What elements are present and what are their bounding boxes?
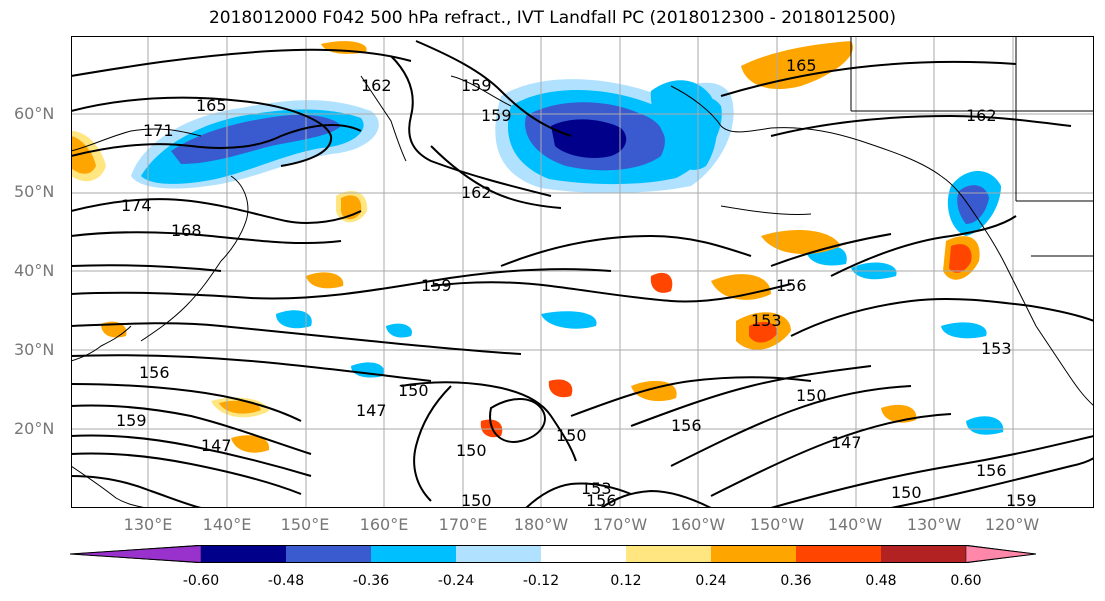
contour-label: 156: [776, 276, 807, 295]
colorbar-segment: [70, 545, 202, 563]
colorbar-tick-label: 0.12: [610, 573, 642, 589]
contour-label: 159: [481, 106, 512, 125]
contour-label: 159: [116, 411, 147, 430]
colorbar-segment: [541, 545, 626, 563]
contour-label: 150: [398, 381, 429, 400]
colorbar-tick-label: -0.12: [522, 573, 560, 589]
lon-label-160w: 160°W: [670, 515, 726, 534]
contour-label: 156: [976, 461, 1007, 480]
pos-patch-mid-6: [306, 272, 344, 289]
pos-patch-ne-3b: [749, 321, 778, 343]
contour-label: 150: [891, 483, 922, 502]
pos-patch-ne-2: [711, 274, 771, 300]
contour-label: 159: [461, 76, 492, 95]
lon-label-180w: 180°W: [513, 515, 569, 534]
lon-label-170e: 170°E: [438, 515, 488, 534]
lon-label-150e: 150°E: [280, 515, 330, 534]
contour-label: 153: [981, 339, 1012, 358]
pos-patch-central-3: [650, 272, 673, 293]
contour-label: 159: [421, 276, 452, 295]
pos-patch-central-5: [548, 379, 573, 398]
colorbar-segment: [286, 545, 371, 563]
neg-patch-mid-2: [541, 311, 597, 329]
colorbar-tick-label: 0.36: [780, 573, 812, 589]
pos-patch-beringnorth: [741, 41, 853, 90]
contour-label: 153: [751, 311, 782, 330]
colorbar-segment: [456, 545, 541, 563]
lon-label-130e: 130°E: [123, 515, 173, 534]
lon-label-130w: 130°W: [906, 515, 962, 534]
neg-patch-mid-6: [966, 416, 1004, 435]
pos-patch-sw-1b: [219, 400, 261, 414]
neg-patch-bering-max: [551, 119, 627, 158]
neg-patch-kamchatka-strong: [171, 114, 341, 164]
pos-patch-sw-2: [231, 435, 270, 453]
map-panel: 165 171 174 168 162 159 159 162 165 162 …: [71, 36, 1094, 508]
colorbar-tick-label: -0.48: [267, 573, 305, 589]
contour-label: 162: [966, 106, 997, 125]
colorbar-segment: [711, 545, 796, 563]
contour-label: 156: [139, 363, 170, 382]
contour-label: 171: [143, 121, 174, 140]
contour-labels: 165 171 174 168 162 159 159 162 165 162 …: [116, 56, 1037, 508]
contour-label: 147: [831, 433, 862, 452]
contour-label: 162: [461, 183, 492, 202]
contour-label: 159: [1006, 491, 1037, 508]
contour-label: 162: [361, 76, 392, 95]
contour-label: 150: [556, 426, 587, 445]
contour-label: 150: [796, 386, 827, 405]
lat-label-30n: 30°N: [14, 340, 55, 359]
map-title: 2018012000 F042 500 hPa refract., IVT La…: [208, 8, 896, 28]
colorbar-tick-label: -0.24: [437, 573, 475, 589]
colorbar-segment: [796, 545, 881, 563]
neg-patch-mid-7: [941, 322, 987, 339]
neg-patch-alaska: [650, 80, 718, 170]
lat-label-20n: 20°N: [14, 419, 55, 438]
colorbar-segment: [371, 545, 456, 563]
lat-label-50n: 50°N: [14, 182, 55, 201]
contour-label: 165: [196, 96, 227, 115]
colorbar-segment: [626, 545, 711, 563]
lon-label-170w: 170°W: [592, 515, 648, 534]
lon-label-120w: 120°W: [984, 515, 1040, 534]
lon-label-150w: 150°W: [749, 515, 805, 534]
contour-label: 147: [201, 436, 232, 455]
colorbar-tick-label: 0.48: [865, 573, 897, 589]
lat-label-60n: 60°N: [14, 104, 55, 123]
colorbar-tick-label: -0.36: [352, 573, 390, 589]
neg-patch-westcoast-strong: [957, 185, 989, 224]
contour-label: 165: [786, 56, 817, 75]
colorbar-segment: [965, 545, 1036, 563]
colorbar-segment: [881, 545, 966, 563]
map-frame: [71, 36, 1094, 508]
pos-patch-ne-1: [761, 230, 841, 255]
height-contours: [71, 40, 1094, 508]
lon-label-160e: 160°E: [359, 515, 409, 534]
colorbar-tick-label: -0.60: [182, 573, 220, 589]
contour-label: 156: [671, 416, 702, 435]
contour-label: 156: [586, 491, 617, 508]
graticule: [71, 36, 1094, 508]
contour-label: 174: [121, 196, 152, 215]
contour-label: 168: [171, 221, 202, 240]
pos-patch-ne-4b: [949, 244, 972, 273]
colorbar-tick-label: 0.24: [695, 573, 727, 589]
coastlines: [71, 36, 1094, 508]
lon-label-140w: 140°W: [827, 515, 883, 534]
lon-label-140e: 140°E: [202, 515, 252, 534]
colorbar-tick-label: 0.60: [950, 573, 982, 589]
neg-patch-mid-8: [386, 323, 412, 338]
pos-patch-nwcorner-mid: [71, 136, 96, 174]
lat-label-40n: 40°N: [14, 261, 55, 280]
contour-label: 150: [456, 441, 487, 460]
colorbar: [70, 545, 1036, 563]
contour-label: 147: [356, 401, 387, 420]
colorbar-outline: [70, 545, 1036, 563]
contour-label: 150: [461, 491, 492, 508]
colorbar-segment: [201, 545, 286, 563]
neg-patch-mid-1: [276, 310, 312, 329]
contour-label: 153: [581, 479, 612, 498]
pos-patch-sw-3: [101, 321, 127, 338]
